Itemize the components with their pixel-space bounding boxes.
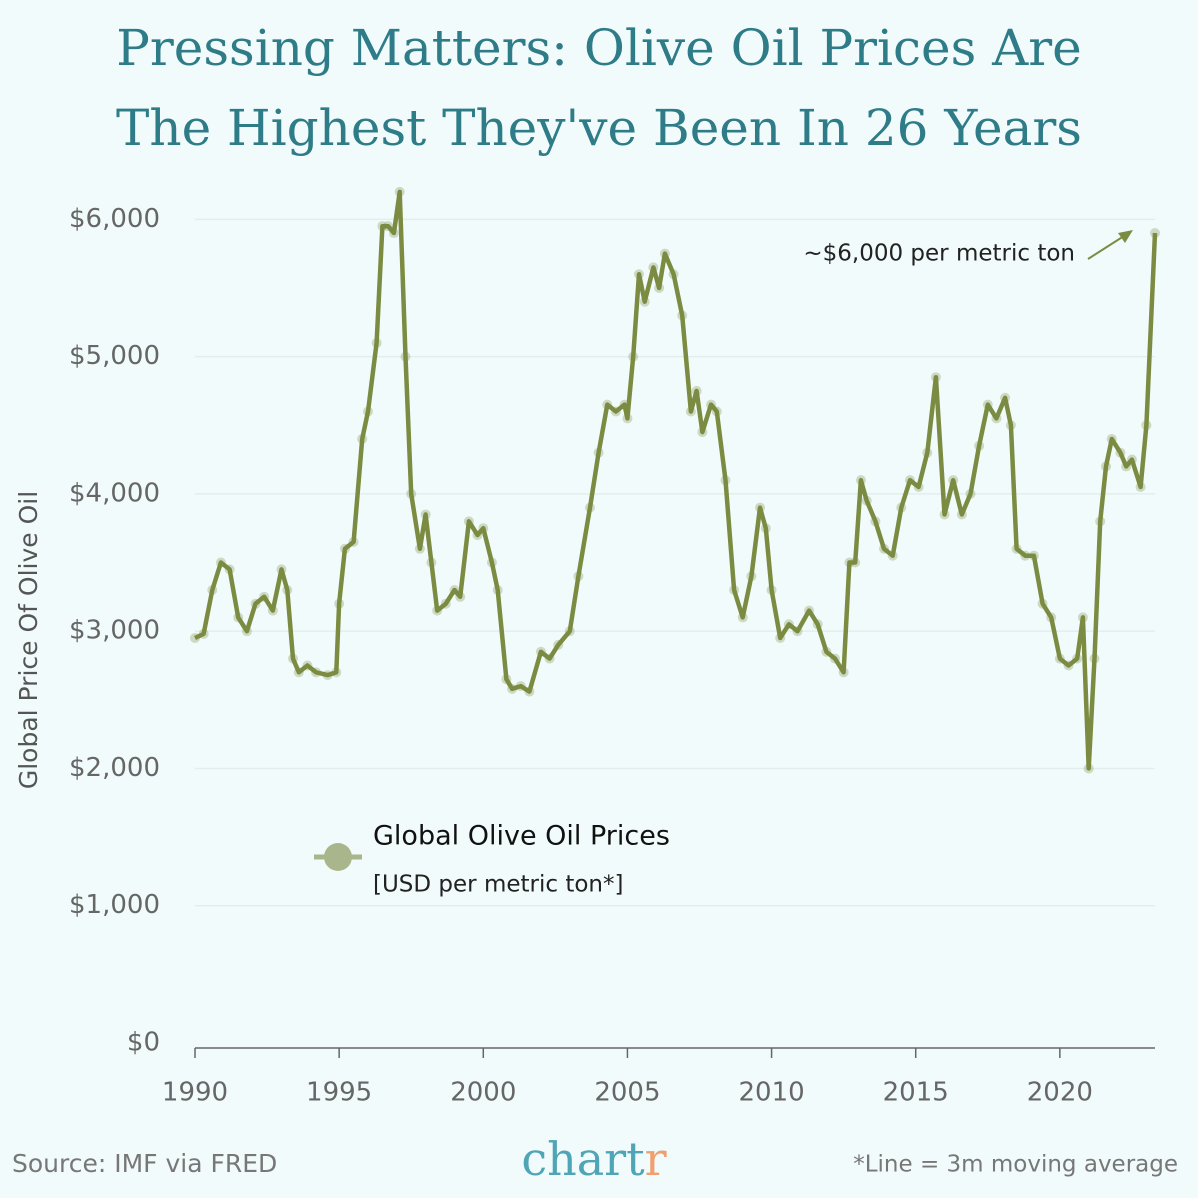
- footnote: *Line = 3m moving average: [853, 1152, 1178, 1178]
- annotation-arrow: [1087, 235, 1125, 260]
- line: [194, 189, 1158, 771]
- chart-title: The Highest They've Been In 26 Years: [116, 99, 1082, 157]
- y-tick-label: $4,000: [69, 478, 160, 508]
- x-tick-label: 2015: [883, 1078, 949, 1108]
- y-tick-label: $5,000: [69, 341, 160, 371]
- y-tick-label: $1,000: [69, 890, 160, 920]
- y-tick-label: $0: [127, 1028, 160, 1058]
- brand: chartr: [521, 1132, 666, 1186]
- x-tick-label: 2000: [450, 1078, 516, 1108]
- chart-title: Pressing Matters: Olive Oil Prices Are: [116, 19, 1081, 77]
- source: Source: IMF via FRED: [12, 1149, 277, 1178]
- plot: $0 $1,000 $2,000 $3,000 $4,000 $5,000 $6,000 19…: [69, 186, 1160, 1108]
- legend-dot: [324, 843, 352, 871]
- x-tick-label: 1990: [162, 1078, 228, 1108]
- x-tick-label: 1995: [306, 1078, 372, 1108]
- brand-part: chart: [521, 1132, 645, 1186]
- legend-note: [USD per metric ton*]: [373, 872, 623, 898]
- annotation-arrowhead: [1118, 230, 1133, 243]
- brand-part: r: [645, 1132, 667, 1186]
- y-tick-label: $2,000: [69, 753, 160, 783]
- x-tick-label: 2020: [1027, 1078, 1093, 1108]
- y-tick-label: $6,000: [69, 204, 160, 234]
- x-tick-label: 2005: [594, 1078, 660, 1108]
- legend-label: Global Olive Oil Prices: [373, 821, 670, 852]
- y-tick-label: $3,000: [69, 616, 160, 646]
- annotation: ~$6,000 per metric ton: [803, 241, 1075, 267]
- y-axis-label: Global Price Of Olive Oil: [14, 491, 43, 789]
- x-tick-label: 2010: [738, 1078, 804, 1108]
